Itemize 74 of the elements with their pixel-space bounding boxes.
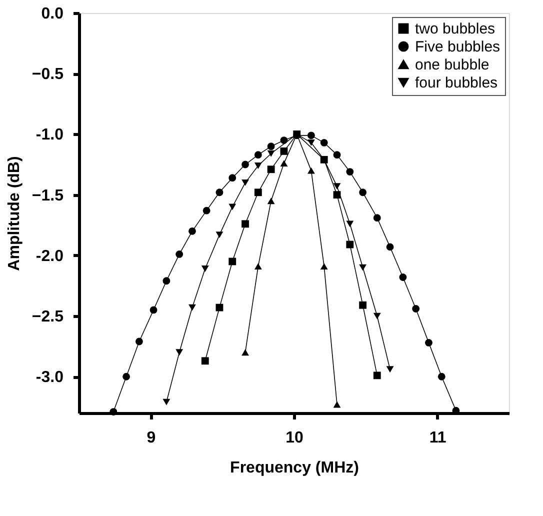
y-axis-title: Amplitude (dB) bbox=[6, 156, 23, 271]
x-tick-label: 11 bbox=[429, 430, 446, 446]
point bbox=[307, 139, 315, 146]
point bbox=[135, 338, 143, 346]
point bbox=[386, 243, 394, 251]
point bbox=[150, 306, 158, 314]
point bbox=[254, 263, 262, 270]
point bbox=[228, 258, 236, 266]
y-tick-label: 0.0 bbox=[41, 6, 64, 22]
point bbox=[425, 338, 432, 346]
point bbox=[359, 301, 367, 309]
point bbox=[188, 304, 196, 311]
point bbox=[254, 151, 262, 159]
point bbox=[228, 204, 236, 210]
point bbox=[399, 274, 407, 281]
y-tick-label: −1.5 bbox=[32, 187, 64, 204]
point bbox=[280, 136, 288, 144]
point bbox=[333, 151, 341, 159]
point bbox=[307, 167, 315, 174]
point bbox=[242, 220, 249, 228]
point bbox=[267, 150, 275, 157]
point bbox=[373, 312, 381, 320]
point bbox=[267, 198, 275, 204]
legend-label: four bubbles bbox=[415, 74, 498, 92]
point bbox=[412, 305, 420, 312]
point bbox=[242, 179, 249, 186]
point bbox=[162, 277, 170, 285]
point bbox=[228, 174, 236, 182]
y-tick-label: -2.0 bbox=[36, 248, 64, 265]
point bbox=[216, 232, 224, 238]
point bbox=[188, 227, 196, 235]
point bbox=[202, 206, 210, 214]
point bbox=[267, 142, 275, 150]
y-tick-label: -1.0 bbox=[36, 126, 64, 144]
legend-label: two bubbles bbox=[415, 20, 496, 38]
point bbox=[110, 408, 118, 416]
point bbox=[216, 304, 224, 312]
x-tick-label: 9 bbox=[146, 430, 156, 446]
point bbox=[373, 214, 381, 222]
point bbox=[373, 372, 381, 380]
point bbox=[267, 166, 275, 174]
legend-label: Five bubbles bbox=[415, 38, 500, 56]
y-tick-label: −2.5 bbox=[32, 308, 64, 326]
y-tick-label: −0.5 bbox=[32, 66, 64, 84]
legend-label: one bubble bbox=[415, 56, 490, 74]
point bbox=[176, 250, 184, 258]
point bbox=[438, 372, 446, 380]
point bbox=[280, 160, 288, 167]
point bbox=[333, 401, 341, 408]
point bbox=[320, 138, 328, 146]
point bbox=[216, 188, 224, 196]
point bbox=[280, 147, 288, 155]
point bbox=[242, 160, 249, 168]
point bbox=[333, 191, 341, 199]
point bbox=[359, 264, 367, 271]
point bbox=[346, 220, 354, 228]
point bbox=[176, 349, 184, 356]
point bbox=[254, 188, 262, 196]
point bbox=[254, 162, 262, 169]
point bbox=[386, 366, 394, 373]
y-tick-label: -3.0 bbox=[36, 369, 64, 386]
point bbox=[333, 183, 341, 190]
point bbox=[346, 240, 354, 248]
point bbox=[201, 357, 209, 365]
point bbox=[242, 349, 249, 356]
point bbox=[359, 188, 367, 196]
x-axis-title: Frequency (MHz) bbox=[230, 460, 359, 476]
point bbox=[201, 266, 209, 272]
x-tick-label: 10 bbox=[286, 430, 304, 446]
point bbox=[307, 132, 315, 140]
point bbox=[320, 263, 328, 270]
point bbox=[346, 168, 354, 176]
point bbox=[162, 398, 170, 406]
point bbox=[122, 372, 130, 380]
